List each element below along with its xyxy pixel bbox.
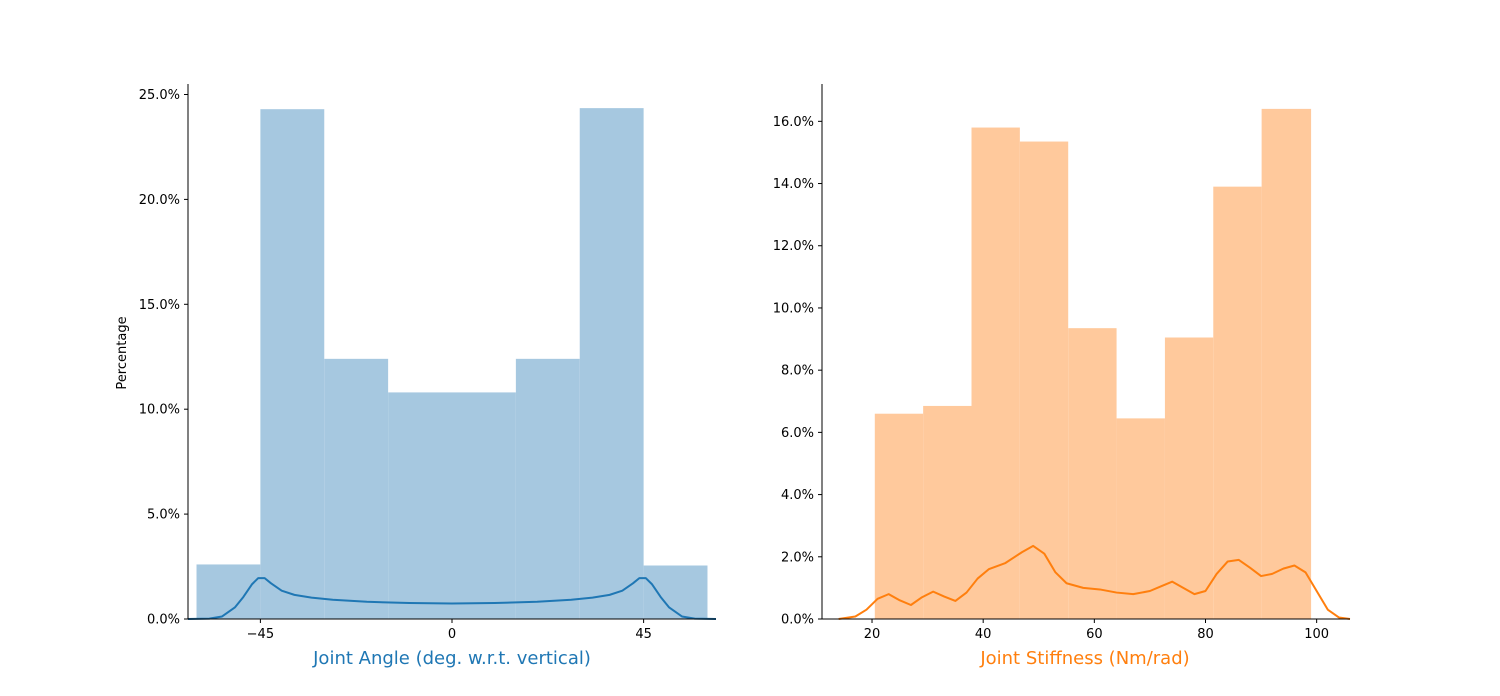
joint-angle-kde <box>187 577 717 620</box>
joint-stiffness-bar-2 <box>971 127 1020 619</box>
joint-angle-bar-3 <box>388 392 452 619</box>
joint-stiffness-y-tick-label: 10.0% <box>773 301 814 316</box>
joint-stiffness-bar-3 <box>1019 141 1069 619</box>
joint-stiffness-x-tick-label: 80 <box>1197 627 1214 642</box>
joint-angle-y-tick-label: 25.0% <box>139 88 180 103</box>
joint-stiffness-y-tick-label: 4.0% <box>781 488 814 503</box>
joint-stiffness-bars <box>874 108 1312 619</box>
joint-angle-y-tick-label: 5.0% <box>147 508 180 523</box>
joint-stiffness-x-tick-label: 40 <box>975 627 992 642</box>
joint-angle-x-tick-label: 0 <box>448 627 456 642</box>
joint-stiffness-bar-7 <box>1213 186 1262 619</box>
joint-stiffness-x-ticks: 20 40 60 80 100 <box>864 619 1329 642</box>
joint-angle-y-axis-label: Percentage <box>115 316 130 389</box>
joint-stiffness-x-tick-label: 60 <box>1086 627 1103 642</box>
joint-stiffness-y-tick-label: 2.0% <box>781 550 814 565</box>
joint-stiffness-y-ticks: 0.0% 2.0% 4.0% 6.0% 8.0% 10.0% 12.0% 14.0% 16.0% <box>773 115 822 628</box>
joint-angle-bar-1 <box>260 109 325 620</box>
joint-stiffness-bar-5 <box>1116 418 1165 619</box>
joint-stiffness-bar-4 <box>1068 328 1117 619</box>
joint-stiffness-bar-6 <box>1164 337 1214 619</box>
joint-stiffness-y-tick-label: 14.0% <box>773 177 814 192</box>
joint-stiffness-histogram: 0.0% 2.0% 4.0% 6.0% 8.0% 10.0% 12.0% 14.0% 16.0%… <box>773 84 1351 669</box>
joint-angle-histogram: 0.0% 5.0% 10.0% 15.0% 20.0% 25.0% −45 0 45 Perc… <box>115 84 717 669</box>
joint-angle-bar-0 <box>196 564 261 619</box>
joint-angle-x-axis-label: Joint Angle (deg. w.r.t. vertical) <box>312 648 591 669</box>
joint-stiffness-bar-1 <box>923 405 972 619</box>
joint-angle-bar-7 <box>643 565 708 619</box>
joint-stiffness-axes <box>821 84 1350 620</box>
joint-angle-y-tick-label: 15.0% <box>139 298 180 313</box>
joint-angle-bar-5 <box>515 358 580 619</box>
joint-stiffness-y-tick-label: 0.0% <box>781 613 814 628</box>
joint-stiffness-kde-line <box>838 544 1351 620</box>
joint-angle-x-ticks: −45 0 45 <box>247 619 652 642</box>
joint-angle-y-tick-label: 20.0% <box>139 193 180 208</box>
joint-angle-x-tick-label: −45 <box>247 627 274 642</box>
joint-angle-y-ticks: 0.0% 5.0% 10.0% 15.0% 20.0% 25.0% <box>139 88 188 628</box>
joint-stiffness-x-tick-label: 20 <box>864 627 881 642</box>
joint-angle-bars <box>196 108 708 620</box>
joint-stiffness-kde <box>838 544 1351 620</box>
joint-stiffness-y-tick-label: 12.0% <box>773 239 814 254</box>
joint-angle-bar-4 <box>452 392 516 619</box>
joint-stiffness-x-axis-label: Joint Stiffness (Nm/rad) <box>979 648 1189 669</box>
joint-angle-x-tick-label: 45 <box>635 627 652 642</box>
joint-stiffness-y-tick-label: 6.0% <box>781 426 814 441</box>
joint-stiffness-bar-8 <box>1261 108 1312 619</box>
joint-stiffness-y-tick-label: 16.0% <box>773 115 814 130</box>
joint-stiffness-y-tick-label: 8.0% <box>781 364 814 379</box>
joint-angle-bar-2 <box>324 358 389 619</box>
joint-angle-kde-line <box>187 577 717 620</box>
joint-angle-bar-6 <box>579 108 644 620</box>
joint-stiffness-bar-0 <box>874 413 924 619</box>
joint-stiffness-x-tick-label: 100 <box>1304 627 1329 642</box>
joint-angle-y-tick-label: 10.0% <box>139 403 180 418</box>
joint-angle-y-tick-label: 0.0% <box>147 613 180 628</box>
